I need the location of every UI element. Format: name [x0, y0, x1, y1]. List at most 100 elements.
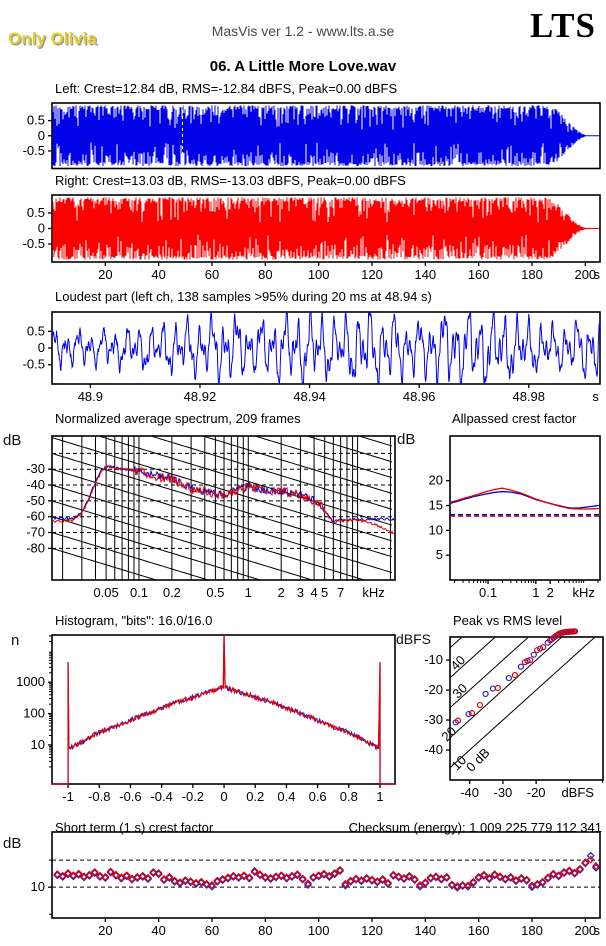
svg-text:180: 180	[521, 267, 543, 282]
svg-text:-60: -60	[26, 509, 45, 524]
histogram-title: Histogram, "bits": 16.0/16.0	[55, 613, 213, 628]
svg-text:0.6: 0.6	[309, 789, 327, 804]
svg-text:-10: -10	[424, 652, 443, 667]
svg-text:0 dB: 0 dB	[463, 745, 493, 775]
svg-text:-40: -40	[26, 477, 45, 492]
svg-text:48.96: 48.96	[403, 389, 436, 404]
svg-text:0.5: 0.5	[27, 113, 45, 128]
svg-text:s: s	[594, 267, 601, 282]
svg-text:-0.8: -0.8	[88, 789, 110, 804]
svg-text:180: 180	[521, 923, 543, 938]
svg-text:100: 100	[308, 923, 330, 938]
svg-text:-70: -70	[26, 525, 45, 540]
svg-text:-80: -80	[26, 540, 45, 555]
svg-text:80: 80	[258, 923, 272, 938]
svg-text:140: 140	[414, 923, 436, 938]
shortterm-db-label: dB	[3, 835, 22, 852]
svg-text:s: s	[592, 389, 599, 404]
svg-text:-0.4: -0.4	[150, 789, 172, 804]
svg-text:10: 10	[31, 737, 45, 752]
svg-text:0.1: 0.1	[479, 585, 497, 600]
svg-text:0.8: 0.8	[340, 789, 358, 804]
svg-text:0.2: 0.2	[163, 585, 181, 600]
svg-text:-0.5: -0.5	[23, 143, 45, 158]
svg-text:200: 200	[574, 923, 596, 938]
allpassed-db-label: dB	[397, 431, 416, 448]
svg-text:-0.5: -0.5	[23, 236, 45, 251]
svg-text:5: 5	[321, 585, 328, 600]
svg-text:-40: -40	[424, 742, 443, 757]
svg-text:100: 100	[23, 706, 45, 721]
svg-text:-50: -50	[26, 493, 45, 508]
svg-text:7: 7	[337, 585, 344, 600]
svg-text:120: 120	[361, 923, 383, 938]
svg-text:48.9: 48.9	[78, 389, 103, 404]
svg-text:dBFS: dBFS	[561, 785, 594, 800]
svg-text:20: 20	[98, 923, 112, 938]
peak-rms-dbfs-label: dBFS	[396, 631, 432, 647]
svg-text:-1: -1	[62, 789, 74, 804]
svg-text:1: 1	[376, 789, 383, 804]
svg-text:4: 4	[310, 585, 317, 600]
svg-text:10: 10	[429, 522, 443, 537]
app-version-text: MasVis ver 1.2 - www.lts.a.se	[211, 23, 395, 39]
svg-text:-30: -30	[26, 461, 45, 476]
svg-text:-30: -30	[493, 785, 512, 800]
svg-text:40: 40	[151, 923, 165, 938]
svg-text:0.2: 0.2	[246, 789, 264, 804]
left-waveform-title: Left: Crest=12.84 dB, RMS=-12.84 dBFS, P…	[55, 81, 398, 96]
svg-text:15: 15	[429, 498, 443, 513]
svg-text:10: 10	[31, 879, 45, 894]
svg-text:kHz: kHz	[572, 585, 594, 600]
right-waveform-title: Right: Crest=13.03 dB, RMS=-13.03 dBFS, …	[55, 173, 406, 188]
svg-text:0.05: 0.05	[93, 585, 118, 600]
svg-text:-20: -20	[424, 682, 443, 697]
peak-rms-title: Peak vs RMS level	[453, 613, 563, 628]
svg-text:160: 160	[468, 923, 490, 938]
svg-text:60: 60	[205, 923, 219, 938]
svg-text:160: 160	[468, 267, 490, 282]
svg-text:1: 1	[245, 585, 252, 600]
svg-text:-0.5: -0.5	[23, 357, 45, 372]
song-title: 06. A Little More Love.wav	[209, 58, 397, 75]
svg-text:2: 2	[278, 585, 285, 600]
svg-text:-30: -30	[424, 712, 443, 727]
svg-text:3: 3	[297, 585, 304, 600]
artist-name: Only Olivia	[8, 29, 97, 48]
svg-text:1: 1	[532, 585, 539, 600]
allpassed-title: Allpassed crest factor	[452, 411, 577, 426]
svg-text:20: 20	[429, 473, 443, 488]
svg-text:kHz: kHz	[362, 585, 384, 600]
spectrum-title: Normalized average spectrum, 209 frames	[55, 411, 301, 426]
loudest-part-title: Loudest part (left ch, 138 samples >95% …	[55, 289, 432, 304]
histogram-n-label: n	[11, 632, 20, 649]
spectrum-db-label: dB	[3, 432, 22, 449]
svg-text:140: 140	[414, 267, 436, 282]
svg-text:0: 0	[38, 221, 45, 236]
svg-text:-40: -40	[460, 785, 479, 800]
svg-text:0.5: 0.5	[27, 205, 45, 220]
svg-text:0.5: 0.5	[206, 585, 224, 600]
svg-text:-0.6: -0.6	[119, 789, 141, 804]
svg-text:5: 5	[436, 547, 443, 562]
svg-text:120: 120	[361, 267, 383, 282]
svg-text:0.1: 0.1	[130, 585, 148, 600]
svg-text:-20: -20	[527, 785, 546, 800]
svg-text:200: 200	[574, 267, 596, 282]
svg-text:40: 40	[151, 267, 165, 282]
svg-text:0.4: 0.4	[277, 789, 295, 804]
svg-text:48.98: 48.98	[512, 389, 545, 404]
svg-text:0: 0	[220, 789, 227, 804]
svg-text:30: 30	[449, 680, 470, 701]
svg-text:48.94: 48.94	[293, 389, 326, 404]
svg-text:0.5: 0.5	[27, 323, 45, 338]
svg-text:80: 80	[258, 267, 272, 282]
svg-text:2: 2	[547, 585, 554, 600]
svg-text:0: 0	[38, 340, 45, 355]
svg-text:1000: 1000	[16, 674, 45, 689]
lts-logo: LTS	[530, 6, 596, 45]
svg-text:48.92: 48.92	[184, 389, 217, 404]
svg-text:s: s	[594, 923, 601, 938]
